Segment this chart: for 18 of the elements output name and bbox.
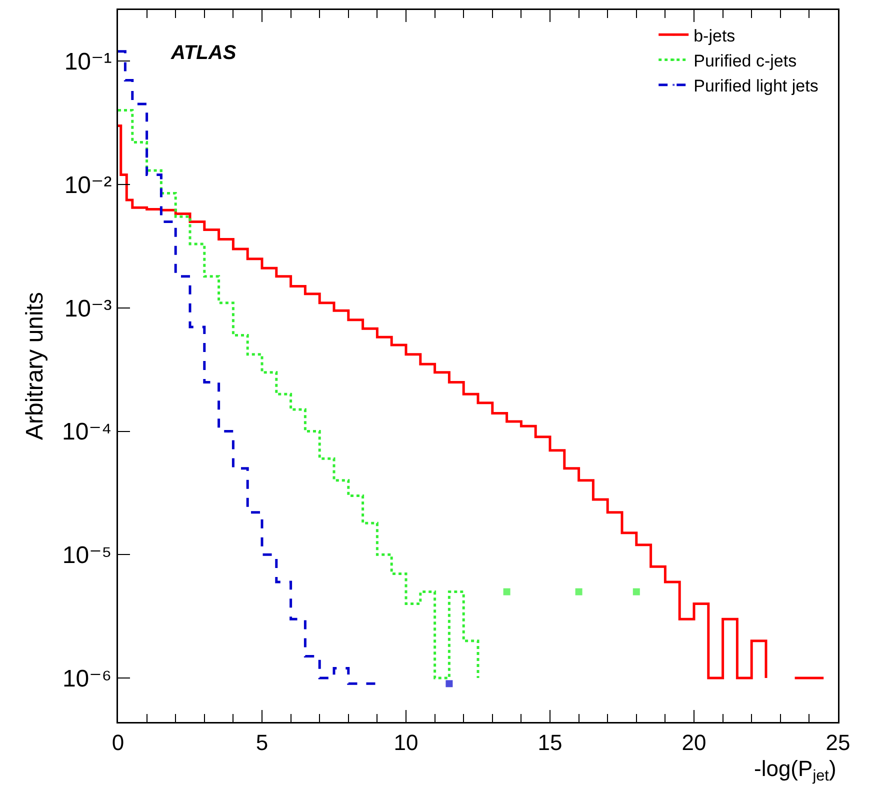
y-tick-label: 10⁻⁴ — [62, 418, 112, 446]
legend-label: Purified c-jets — [694, 51, 797, 70]
x-tick-label: 5 — [256, 730, 268, 755]
x-tick-label: 25 — [826, 730, 850, 755]
y-tick-label: 10⁻⁶ — [62, 665, 112, 692]
y-tick-label: 10⁻² — [64, 172, 112, 199]
y-axis-title: Arbitrary units — [21, 292, 48, 440]
x-tick-label: 20 — [682, 730, 706, 755]
legend-label: Purified light jets — [694, 76, 818, 96]
x-tick-label: 15 — [538, 730, 562, 755]
x-tick-label: 10 — [394, 730, 418, 755]
legend-label: b-jets — [694, 26, 736, 46]
annotation: ATLAS — [170, 42, 237, 64]
x-axis-title: -log(P$_{jet}$) — [754, 756, 836, 785]
y-tick-label: 10⁻¹ — [64, 48, 112, 76]
x-tick-label: 0 — [112, 730, 124, 755]
y-tick-label: 10⁻⁵ — [62, 542, 112, 570]
y-tick-label: 10⁻³ — [64, 295, 112, 322]
